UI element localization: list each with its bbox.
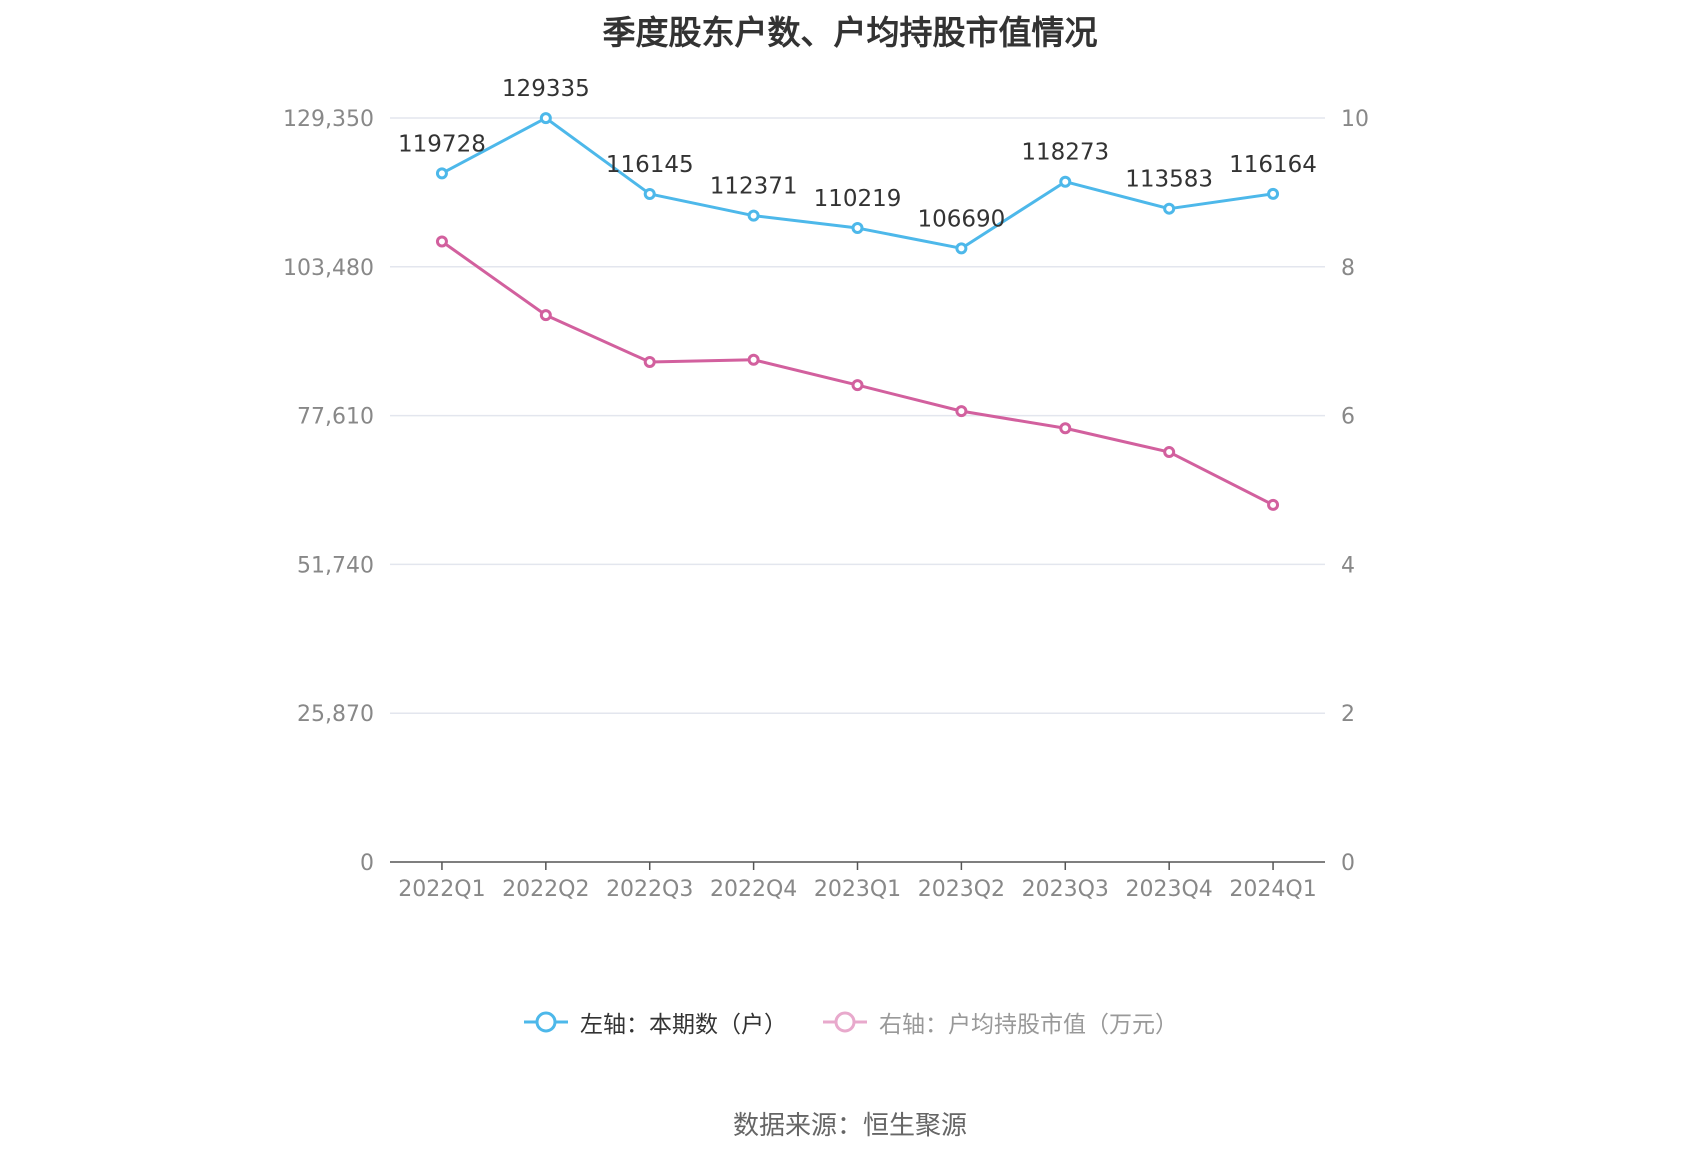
axes: 0 0 25,870 2 51,740 4 77,610 6 103,480 8 129,350 10… xyxy=(283,107,1369,902)
series-lines xyxy=(435,112,1280,511)
x-axis-category-label: 2022Q3 xyxy=(606,877,693,902)
series-0-point[interactable] xyxy=(955,242,968,255)
series-0-point[interactable] xyxy=(747,209,760,222)
x-axis-category-label: 2023Q1 xyxy=(814,877,901,902)
left-axis-tick-label: 103,480 xyxy=(283,256,374,281)
data-labels: 119728 129335 116145 112371 110219 106690 1182… xyxy=(398,76,1317,232)
series-1-point[interactable] xyxy=(435,235,448,248)
x-axis-category-label: 2022Q2 xyxy=(502,877,589,902)
right-axis-tick-label: 6 xyxy=(1341,405,1355,430)
x-axis-category-label: 2023Q4 xyxy=(1126,877,1213,902)
right-axis-tick-label: 0 xyxy=(1341,851,1355,876)
left-axis-tick-label: 51,740 xyxy=(297,553,374,578)
left-axis-tick-label: 129,350 xyxy=(283,107,374,132)
right-axis-tick-label: 8 xyxy=(1341,256,1355,281)
series-1-point[interactable] xyxy=(1059,422,1072,435)
chart-title: 季度股东户数、户均持股市值情况 xyxy=(602,13,1098,52)
legend: 左轴：本期数（户） 右轴：户均持股市值（万元） xyxy=(0,1005,1700,1039)
series-1-point[interactable] xyxy=(643,356,656,369)
series-1-point[interactable] xyxy=(1163,446,1176,459)
series-1-point[interactable] xyxy=(955,405,968,418)
legend-label-avg-holding: 右轴：户均持股市值（万元） xyxy=(879,1012,1178,1038)
right-axis-tick-label: 4 xyxy=(1341,553,1355,578)
x-axis-category-label: 2022Q1 xyxy=(398,877,485,902)
series-1-point[interactable] xyxy=(1267,498,1280,511)
series-0-point[interactable] xyxy=(435,167,448,180)
x-axis-category-label: 2023Q3 xyxy=(1022,877,1109,902)
series-0-data-label: 110219 xyxy=(814,186,902,212)
series-0-data-label: 106690 xyxy=(917,206,1005,232)
series-0-point[interactable] xyxy=(1163,202,1176,215)
left-axis-tick-label: 25,870 xyxy=(297,702,374,727)
series-0-point[interactable] xyxy=(1267,187,1280,200)
series-0-data-label: 116145 xyxy=(606,152,694,178)
series-0-data-label: 116164 xyxy=(1229,152,1317,178)
series-0-point[interactable] xyxy=(851,222,864,235)
series-1-point[interactable] xyxy=(747,353,760,366)
legend-marker-households-icon xyxy=(524,1011,568,1033)
series-0-data-label: 119728 xyxy=(398,131,486,157)
left-axis-tick-label: 0 xyxy=(360,851,374,876)
series-1-point[interactable] xyxy=(851,379,864,392)
right-axis-tick-label: 10 xyxy=(1341,107,1369,132)
x-axis-category-label: 2023Q2 xyxy=(918,877,1005,902)
series-0-data-label: 118273 xyxy=(1021,140,1109,166)
series-line-1 xyxy=(441,240,1274,507)
legend-item-avg-holding[interactable]: 右轴：户均持股市值（万元） xyxy=(821,1005,1178,1039)
x-axis-category-label: 2022Q4 xyxy=(710,877,797,902)
right-axis-tick-label: 2 xyxy=(1341,702,1355,727)
legend-label-households: 左轴：本期数（户） xyxy=(580,1012,787,1038)
legend-item-households[interactable]: 左轴：本期数（户） xyxy=(522,1005,787,1039)
series-0-data-label: 129335 xyxy=(502,76,590,102)
series-0-data-label: 112371 xyxy=(710,174,798,200)
legend-marker-avg-holding-icon xyxy=(823,1011,867,1033)
series-1-point[interactable] xyxy=(539,309,552,322)
series-0-point[interactable] xyxy=(643,187,656,200)
x-axis-category-label: 2024Q1 xyxy=(1229,877,1316,902)
series-0-data-label: 113583 xyxy=(1125,167,1213,193)
series-0-point[interactable] xyxy=(539,112,552,125)
series-0-point[interactable] xyxy=(1059,175,1072,188)
data-source: 数据来源：恒生聚源 xyxy=(732,1111,967,1141)
left-axis-tick-label: 77,610 xyxy=(297,405,374,430)
